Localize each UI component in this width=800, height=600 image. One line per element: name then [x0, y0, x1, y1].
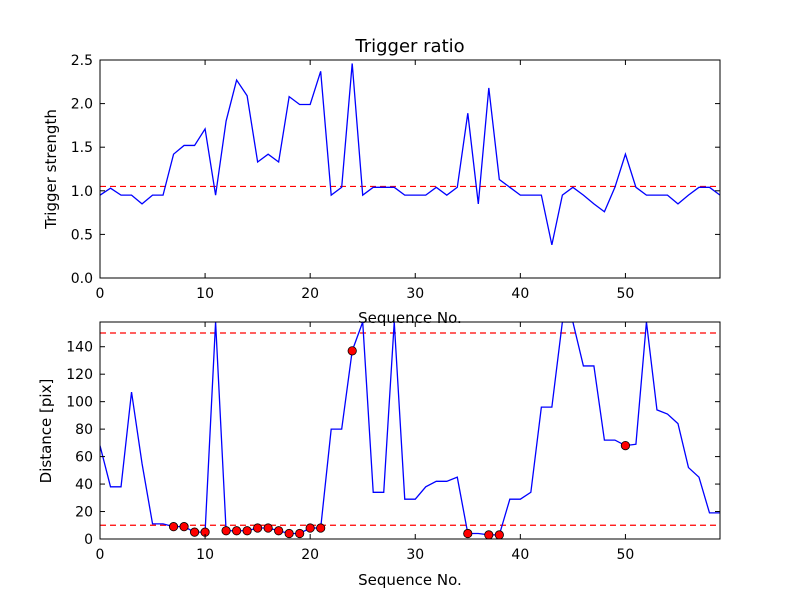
data-point: [189, 527, 200, 537]
x-axis-label: Sequence No.: [358, 571, 462, 589]
data-point: [274, 526, 284, 536]
x-tick-label: 40: [511, 547, 529, 563]
y-tick-label: 2.5: [71, 53, 93, 69]
data-point: [221, 526, 231, 536]
x-tick-label: 30: [406, 547, 424, 563]
data-point: [168, 522, 179, 532]
y-axis-label: Distance [pix]: [37, 379, 55, 484]
x-tick-label: 20: [301, 547, 319, 563]
y-tick-label: 40: [75, 477, 93, 493]
x-tick-label: 50: [617, 286, 635, 302]
data-point: [263, 523, 273, 533]
data-point: [232, 526, 242, 536]
y-tick-label: 0.0: [71, 271, 93, 287]
data-point: [253, 523, 263, 533]
y-tick-label: 120: [66, 367, 93, 383]
x-tick-label: 20: [301, 286, 319, 302]
data-point: [284, 528, 294, 539]
data-point: [463, 528, 473, 539]
y-tick-label: 1.5: [71, 140, 93, 156]
trigger-ratio-plot: Trigger ratio Sequence No. Trigger stren…: [42, 36, 721, 327]
x-tick-label: 30: [406, 286, 424, 302]
chart-title: Trigger ratio: [354, 36, 464, 57]
axes-frame: [99, 59, 721, 279]
data-point: [295, 528, 305, 539]
distance-plot: Sequence No. Distance [pix] 0 10 20 30 40 50 0…: [37, 321, 721, 589]
y-tick-label: 100: [66, 395, 93, 411]
y-tick-label: 80: [75, 422, 93, 438]
series-line: [100, 63, 720, 245]
x-tick-label: 0: [96, 547, 105, 563]
data-point: [179, 522, 189, 532]
data-point: [484, 530, 494, 539]
x-tick-label: 50: [617, 547, 635, 563]
y-tick-label: 20: [75, 505, 93, 521]
x-tick-label: 10: [196, 547, 214, 563]
plot-area: [100, 322, 720, 539]
data-point: [305, 523, 315, 533]
data-point: [347, 346, 357, 356]
data-point: [620, 441, 631, 451]
data-point: [316, 523, 326, 533]
y-tick-label: 2.0: [71, 97, 93, 113]
x-tick-label: 40: [511, 286, 529, 302]
y-tick-label: 0: [84, 532, 93, 548]
y-tick-label: 0.5: [71, 227, 93, 243]
y-tick-label: 60: [75, 450, 93, 466]
x-tick-label: 10: [196, 286, 214, 302]
y-axis-label: Trigger strength: [42, 109, 60, 230]
data-point: [242, 526, 252, 536]
x-axis-label: Sequence No.: [358, 309, 462, 327]
data-point: [494, 530, 504, 539]
x-tick-label: 0: [96, 286, 105, 302]
plot-area: [100, 63, 720, 245]
y-tick-label: 1.0: [71, 184, 93, 200]
axes-frame: [99, 321, 721, 540]
y-tick-label: 140: [66, 340, 93, 356]
